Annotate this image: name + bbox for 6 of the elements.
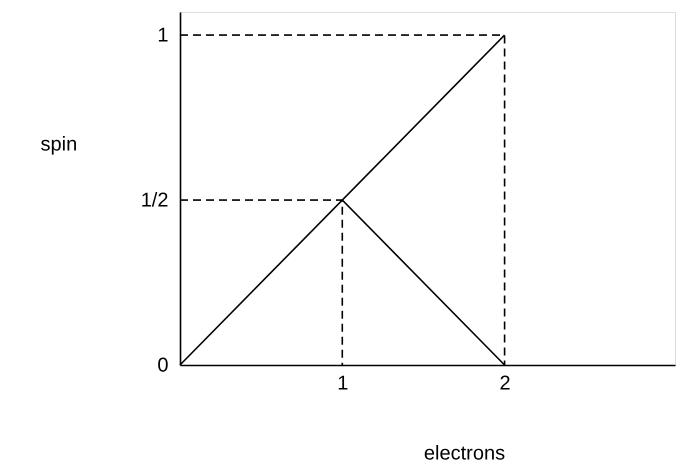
y-tick-label: 0 (157, 354, 168, 376)
y-axis-title: spin (40, 134, 78, 156)
x-tick-label: 2 (500, 372, 511, 394)
y-tick-label: 1 (157, 24, 168, 47)
y-tick-label: 1/2 (140, 190, 168, 212)
x-axis-title: electrons (424, 442, 506, 463)
